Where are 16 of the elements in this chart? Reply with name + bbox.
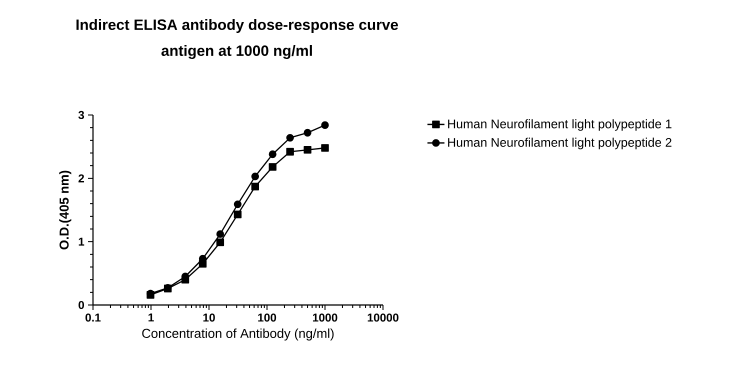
x-tick-label: 1000 — [312, 314, 338, 322]
x-tick-label: 1 — [148, 314, 154, 322]
chart-subtitle: antigen at 1000 ng/ml — [161, 45, 312, 59]
x-tick-label: 10000 — [368, 314, 398, 322]
chart-title: Indirect ELISA antibody dose-response curve — [76, 19, 398, 33]
x-axis-title: Concentration of Antibody (ng/ml) — [142, 328, 334, 341]
y-tick-label: 0 — [78, 300, 84, 310]
x-tick-label: 10 — [203, 314, 215, 322]
y-tick-label: 2 — [78, 174, 84, 182]
legend-label: Human Neurofilament light polypeptide 2 — [448, 138, 672, 150]
legend-label: Human Neurofilament light polypeptide 1 — [448, 119, 672, 131]
x-tick-label: 0.1 — [85, 314, 101, 322]
y-axis-title: O.D.(405 nm) — [59, 170, 72, 250]
y-tick-label: 3 — [78, 110, 84, 120]
y-tick-label: 1 — [78, 238, 84, 246]
x-tick-label: 100 — [258, 314, 276, 322]
